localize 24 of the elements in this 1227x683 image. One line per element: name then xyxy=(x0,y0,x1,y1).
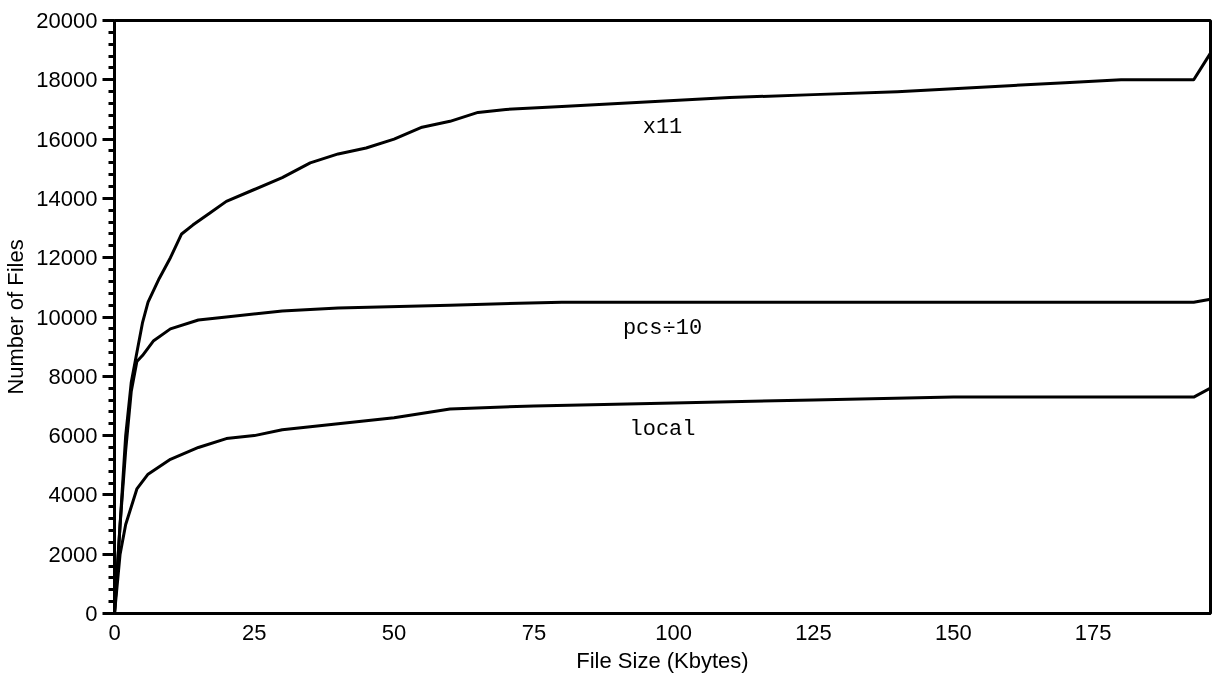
y-tick-label: 4000 xyxy=(48,482,98,508)
y-tick-label: 18000 xyxy=(36,67,98,93)
y-axis-title: Number of Files xyxy=(3,239,29,395)
x-tick-label: 125 xyxy=(795,619,832,645)
x-tick-label: 175 xyxy=(1074,619,1112,645)
y-tick-label: 12000 xyxy=(36,245,98,271)
series-label: local xyxy=(629,417,696,443)
x-tick-label: 25 xyxy=(242,619,267,645)
y-tick-label: 8000 xyxy=(48,363,98,389)
y-tick-label: 10000 xyxy=(36,304,98,330)
x-tick-label: 75 xyxy=(521,619,547,645)
y-tick-label: 2000 xyxy=(48,541,98,567)
series-label: x11 xyxy=(642,115,683,141)
x-tick-label: 150 xyxy=(934,619,972,645)
x-tick-label: 0 xyxy=(108,619,121,645)
series-label: pcs÷10 xyxy=(622,316,703,342)
x-axis-title: File Size (Kbytes) xyxy=(576,647,749,673)
y-tick-label: 16000 xyxy=(36,126,98,152)
y-tick-label: 14000 xyxy=(36,185,98,211)
x-tick-label: 50 xyxy=(381,619,407,645)
y-tick-label: 20000 xyxy=(36,8,98,33)
x-tick-label: 100 xyxy=(655,619,693,645)
y-tick-label: 0 xyxy=(85,601,98,626)
y-tick-label: 6000 xyxy=(48,423,98,449)
